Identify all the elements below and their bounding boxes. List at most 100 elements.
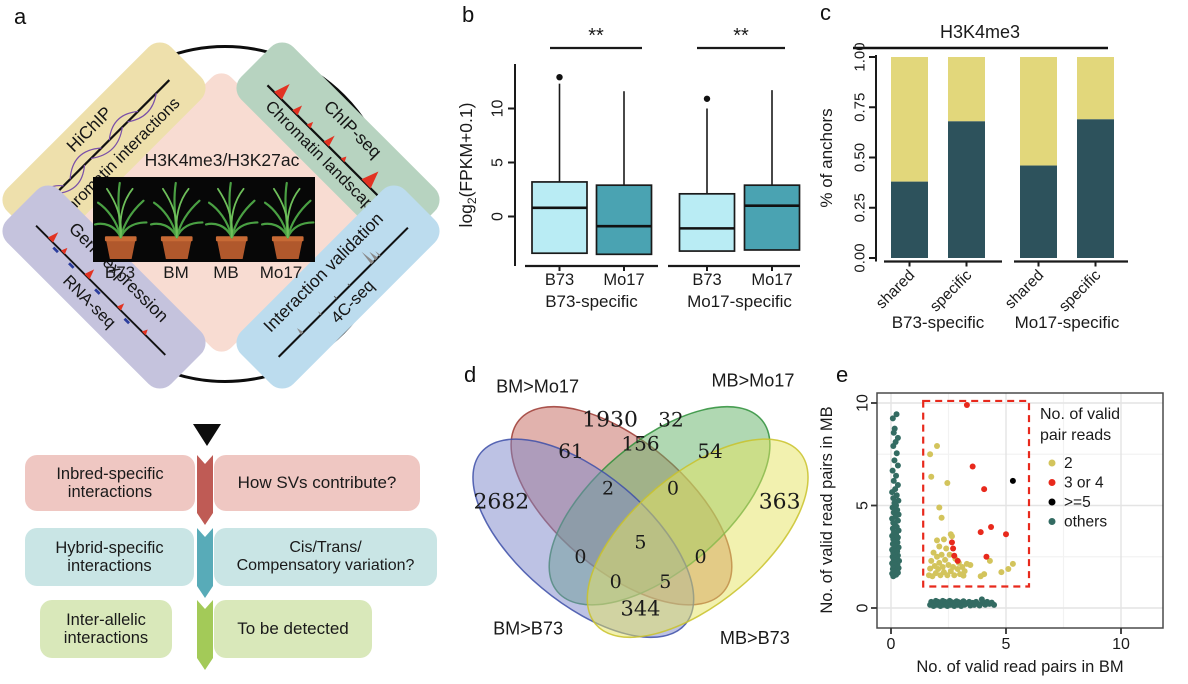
- venn-region-count: 0: [667, 477, 679, 499]
- down-arrow-icon: [193, 424, 221, 446]
- method-box-chipseq: ChIP-seq Chromatin landscape: [229, 35, 447, 253]
- x-tick-label: B73: [545, 271, 574, 289]
- series-3 or 4: [948, 402, 1009, 564]
- rna-peaks-icon: [35, 224, 167, 356]
- chart-title: H3K4me3: [940, 22, 1020, 42]
- plant-icon: [93, 181, 148, 260]
- bar-bottom-segment: [1077, 119, 1114, 258]
- method-box-hichip: HiChIP Chromatin interactions: [0, 35, 213, 253]
- y-tick-label: 10: [490, 100, 507, 118]
- y-tick-label: 0.25: [852, 193, 869, 222]
- venn-set-label: MB>Mo17: [711, 371, 794, 391]
- group-label: Mo17-specific: [1015, 313, 1120, 332]
- panel-label-d: d: [464, 362, 477, 387]
- flow-arrow-1-icon: [197, 455, 213, 525]
- method-box-4cseq: Interaction validation 4C-seq: [229, 178, 447, 396]
- flow-interallelic-question: To be detected: [214, 600, 372, 658]
- x-tick-label: specific: [927, 267, 976, 316]
- method-box-rnaseq: Gene expression RNA-seq: [0, 178, 213, 396]
- maize-plants-photo: [93, 177, 315, 262]
- panel-label-c: c: [820, 0, 831, 25]
- chromatin-loops-icon: [38, 78, 170, 210]
- series-others: [889, 411, 998, 609]
- flow-inbred-box: Inbred-specific interactions: [25, 455, 195, 511]
- plant-label-bm: BM: [163, 263, 189, 282]
- legend-label: 3 or 4: [1064, 475, 1104, 492]
- y-axis-title: log2(FPKM+0.1): [456, 103, 479, 228]
- bar-bottom-segment: [891, 181, 928, 258]
- y-axis-title: % of anchors: [817, 108, 836, 207]
- venn-region-count: 156: [621, 432, 659, 456]
- series->=5: [1009, 477, 1016, 484]
- flow-interallelic-box: Inter-allelic interactions: [40, 600, 172, 658]
- panel-a-study-design: HiChIP Chromatin interactions ChIP-seq: [0, 0, 450, 684]
- arrow-ribbon: [197, 528, 213, 598]
- legend-swatch: [1048, 479, 1056, 486]
- bar-top-segment: [1077, 57, 1114, 120]
- chip-peaks-icon: [267, 83, 398, 215]
- x-tick-label: 10: [1112, 636, 1130, 653]
- x-tick-label: 5: [1002, 636, 1011, 653]
- y-tick-label: 0.75: [852, 93, 869, 122]
- legend-label: >=5: [1064, 494, 1091, 511]
- venn-region-count: 0: [574, 546, 586, 568]
- x-tick-label: B73: [692, 271, 721, 289]
- legend-swatch: [1048, 498, 1056, 506]
- venn-region-count: 32: [658, 408, 683, 432]
- histone-marks-title: H3K4me3/H3K27ac: [144, 150, 300, 170]
- venn-region-count: 5: [659, 571, 671, 593]
- x-tick-label: 0: [887, 636, 896, 653]
- y-axis-title: No. of valid read pairs in MB: [818, 406, 836, 613]
- venn-region-count: 363: [759, 490, 801, 515]
- box: [595, 184, 653, 256]
- venn-region-count: 61: [558, 439, 583, 463]
- plant-label-mo17: Mo17: [259, 263, 303, 282]
- y-tick-label: 10: [855, 394, 872, 412]
- outlier-point: [703, 95, 711, 102]
- group-label: Mo17-specific: [687, 292, 792, 311]
- highlight-dashed-box: [922, 399, 1031, 588]
- bar-top-segment: [948, 57, 985, 122]
- legend-label: others: [1064, 514, 1107, 531]
- venn-region-count: 54: [697, 439, 722, 463]
- plant-icon: [149, 181, 204, 260]
- venn-region-count: 0: [610, 571, 622, 593]
- venn-region-count: 5: [634, 532, 646, 554]
- venn-set-label: BM>B73: [493, 618, 563, 638]
- plant-icon: [260, 181, 315, 260]
- arrow-ribbon: [197, 455, 213, 525]
- bar-top-segment: [891, 57, 928, 182]
- x-tick-label: Mo17: [751, 271, 792, 289]
- panel-c-stacked-bar: H3K4me3 0.00 0.25 0.50 0.75 1.00 % of anchors s…: [817, 22, 1128, 332]
- venn-region-count: 0: [694, 546, 706, 568]
- flow-arrow-3-icon: [197, 600, 213, 670]
- panel-b-boxplot: 0 5 10 log2(FPKM+0.1) ** B73-specific B73 Mo17 *…: [456, 25, 801, 311]
- x-tick-label: specific: [1056, 267, 1105, 316]
- venn-region-count: 2: [602, 477, 614, 499]
- x-tick-label: Mo17: [603, 271, 644, 289]
- outlier-point: [556, 73, 563, 81]
- y-tick-label: 0: [490, 212, 507, 221]
- legend-swatch: [1048, 459, 1056, 467]
- 4c-signal-icon: [277, 226, 409, 358]
- flow-hybrid-box: Hybrid-specific interactions: [25, 528, 194, 586]
- x-tick-label: shared: [1002, 267, 1048, 313]
- plant-label-b73: B73: [104, 263, 136, 282]
- venn-set-label: BM>Mo17: [496, 376, 579, 396]
- legend-title: pair reads: [1040, 427, 1111, 444]
- group-label: B73-specific: [892, 313, 985, 332]
- venn-region-count: 344: [621, 596, 661, 620]
- flow-inbred-question: How SVs contribute?: [214, 455, 420, 511]
- legend-label: 2: [1064, 455, 1073, 472]
- box: [531, 181, 588, 255]
- venn-set-label: MB>B73: [720, 628, 790, 648]
- legend-swatch: [1048, 518, 1056, 525]
- y-tick-label: 1.00: [852, 42, 869, 71]
- y-tick-label: 5: [490, 158, 507, 167]
- bar-bottom-segment: [1020, 165, 1057, 258]
- y-tick-label: 0: [855, 603, 872, 612]
- venn-ellipse: [586, 438, 809, 639]
- panel-label-b: b: [462, 2, 475, 27]
- bar-top-segment: [1020, 57, 1057, 166]
